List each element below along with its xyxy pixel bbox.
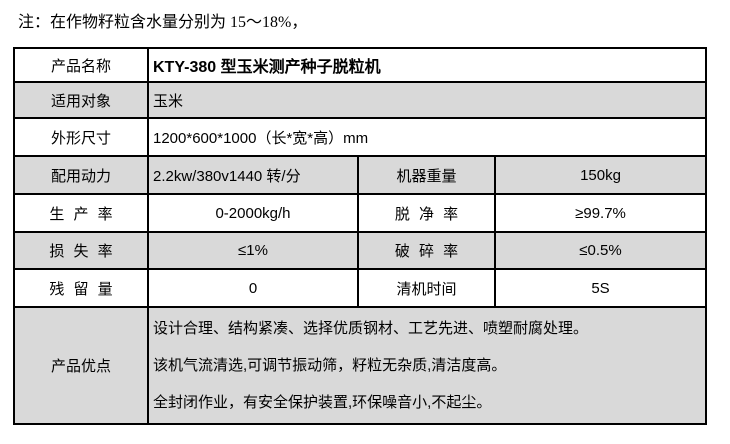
value-dimensions: 1200*600*1000（长*宽*高）mm [146,117,708,157]
label-dimensions: 外形尺寸 [13,117,149,157]
row-residue-cleaning: 残 留 量 0 清机时间 5S [13,268,708,308]
value-productivity: 0-2000kg/h [147,193,359,233]
value-breakage-rate: ≤0.5% [493,231,708,270]
label-threshing-rate: 脱 净 率 [357,193,496,233]
note-text: 注：在作物籽粒含水量分别为 15～18%， [18,14,308,31]
label-residue: 残 留 量 [13,268,149,308]
label-machine-weight: 机器重量 [357,155,496,195]
value-machine-weight: 150kg [493,155,708,195]
advantage-line-1: 设计合理、结构紧凑、选择优质钢材、工艺先进、喷塑耐腐处理。 [153,320,589,337]
row-power-weight: 配用动力 2.2kw/380v1440 转/分 机器重量 150kg [13,155,708,195]
advantage-line-2: 该机气流清选,可调节振动筛，籽粒无杂质,清洁度高。 [153,357,507,374]
value-residue: 0 [147,268,359,308]
value-cleaning-time: 5S [493,268,708,308]
label-applicable-object: 适用对象 [13,81,149,119]
advantage-line-3: 全封闭作业，有安全保护装置,环保噪音小,不起尘。 [153,394,492,411]
row-dimensions: 外形尺寸 1200*600*1000（长*宽*高）mm [13,117,708,157]
label-cleaning-time: 清机时间 [357,268,496,308]
value-applicable-object: 玉米 [146,81,708,119]
label-advantages: 产品优点 [13,306,149,425]
label-power: 配用动力 [13,155,149,195]
label-product-name: 产品名称 [13,47,149,83]
value-power: 2.2kw/380v1440 转/分 [147,155,359,195]
row-applicable-object: 适用对象 玉米 [13,81,708,119]
value-product-name: KTY-380 型玉米测产种子脱粒机 [146,47,708,83]
value-loss-rate: ≤1% [147,231,359,270]
row-product-name: 产品名称 KTY-380 型玉米测产种子脱粒机 [13,47,708,83]
row-loss-breakage: 损 失 率 ≤1% 破 碎 率 ≤0.5% [13,231,708,270]
label-loss-rate: 损 失 率 [13,231,149,270]
row-productivity-threshing: 生 产 率 0-2000kg/h 脱 净 率 ≥99.7% [13,193,708,233]
value-threshing-rate: ≥99.7% [493,193,708,233]
label-productivity: 生 产 率 [13,193,149,233]
product-spec-table: 产品名称 KTY-380 型玉米测产种子脱粒机 适用对象 玉米 外形尺寸 120… [13,47,708,425]
label-breakage-rate: 破 碎 率 [357,231,496,270]
value-advantages: 设计合理、结构紧凑、选择优质钢材、工艺先进、喷塑耐腐处理。 该机气流清选,可调节… [146,306,708,425]
row-advantages: 产品优点 设计合理、结构紧凑、选择优质钢材、工艺先进、喷塑耐腐处理。 该机气流清… [13,306,708,425]
